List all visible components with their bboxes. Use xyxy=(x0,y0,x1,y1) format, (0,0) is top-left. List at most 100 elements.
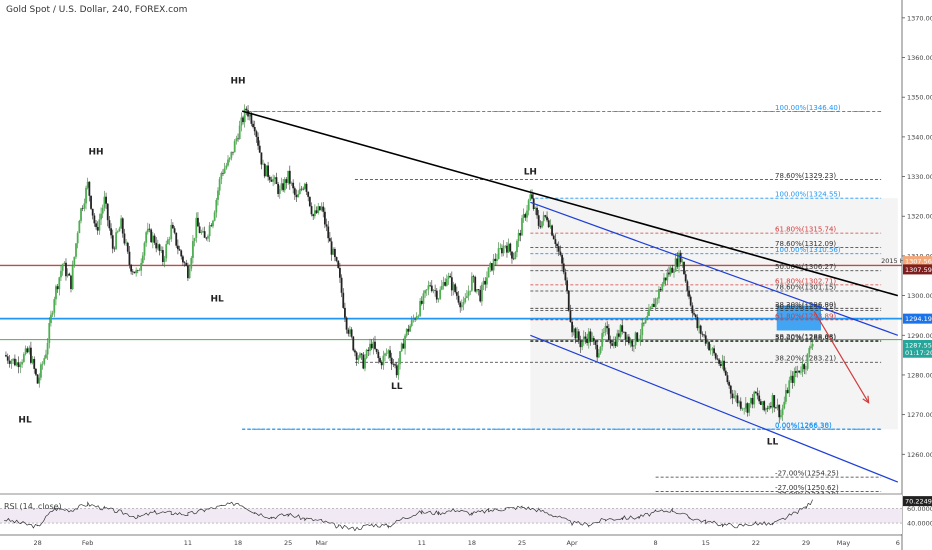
candle-body xyxy=(220,173,223,180)
candle-body xyxy=(195,217,198,238)
candle-body xyxy=(24,348,27,355)
candle-body xyxy=(180,250,183,257)
candle-body xyxy=(529,194,532,201)
annotation-2015-high: 2015 High xyxy=(881,257,915,265)
candle-body xyxy=(492,258,495,271)
candle-body xyxy=(197,217,199,227)
candle-body xyxy=(611,343,614,346)
candle-body xyxy=(524,214,527,218)
candle-body xyxy=(105,196,107,204)
candle-body xyxy=(597,353,600,358)
fib-level-label: 100.00%(1310.56) xyxy=(775,246,841,254)
fib-level-label: 61.80%(1302.71) xyxy=(775,277,836,285)
candle-body xyxy=(673,271,675,273)
rsi-band xyxy=(0,508,902,524)
candle-body xyxy=(663,277,665,284)
candle-body xyxy=(643,322,645,324)
channel-lower xyxy=(530,334,899,483)
candle-body xyxy=(218,179,221,191)
candle-body xyxy=(394,364,396,366)
fib-level-label: 100.00%(1346.40) xyxy=(775,104,841,112)
candle-body xyxy=(48,322,51,343)
candle-body xyxy=(481,284,483,302)
candle-body xyxy=(564,272,567,281)
candle-body xyxy=(282,183,285,191)
candle-body xyxy=(758,395,761,402)
fib-level-label: 100.00%(1324.55) xyxy=(775,191,841,199)
candle-body xyxy=(638,339,640,341)
candle-body xyxy=(776,404,779,409)
horizontal-levels-layer xyxy=(0,110,902,430)
candle-body xyxy=(45,354,47,359)
candle-body xyxy=(788,380,791,394)
candle-body xyxy=(800,371,802,373)
candle-body xyxy=(163,258,166,262)
candle-body xyxy=(272,178,275,182)
candle-body xyxy=(35,368,37,375)
candle-body xyxy=(556,244,558,247)
price-tick-label: 1290.00 xyxy=(907,332,932,340)
candle-body xyxy=(496,258,498,261)
time-tick-label: 18 xyxy=(234,539,242,547)
candle-body xyxy=(323,211,326,225)
candle-body xyxy=(704,335,707,344)
candle-body xyxy=(318,206,321,211)
candle-body xyxy=(516,240,518,253)
candle-body xyxy=(95,223,97,227)
price-badge-label: 01:17:20 xyxy=(905,349,932,357)
candle-body xyxy=(572,328,575,333)
candle-body xyxy=(43,358,46,364)
candle-body xyxy=(684,274,687,282)
candle-body xyxy=(265,165,268,177)
candle-body xyxy=(425,289,428,291)
candle-body xyxy=(397,364,400,376)
candle-body xyxy=(738,401,741,404)
candle-body xyxy=(123,233,126,244)
price-badge xyxy=(903,264,932,275)
candle-body xyxy=(56,286,59,290)
candle-body xyxy=(40,364,42,378)
candle-body xyxy=(248,114,251,117)
candle-body xyxy=(243,108,246,123)
candle-body xyxy=(785,390,787,402)
candle-body xyxy=(347,329,350,334)
candle-body xyxy=(173,228,176,233)
candle-body xyxy=(749,397,752,404)
candle-body xyxy=(634,332,637,346)
candle-body xyxy=(300,188,303,190)
candle-body xyxy=(327,226,330,239)
candle-body xyxy=(577,331,580,341)
candle-body xyxy=(771,395,774,408)
candle-body xyxy=(754,391,757,393)
candle-body xyxy=(328,238,331,242)
candle-body xyxy=(507,243,510,253)
candle-body xyxy=(808,347,811,354)
price-tick-label: 1280.00 xyxy=(907,371,932,379)
candle-body xyxy=(364,358,366,369)
candle-body xyxy=(764,408,767,411)
candle-body xyxy=(387,350,390,354)
candle-body xyxy=(350,329,353,337)
candle-body xyxy=(442,282,445,286)
candle-body xyxy=(342,292,345,308)
candle-body xyxy=(17,362,20,368)
candle-body xyxy=(791,375,794,383)
candle-body xyxy=(260,152,263,165)
candle-body xyxy=(541,221,543,228)
candle-body xyxy=(395,365,398,376)
candle-body xyxy=(188,268,191,279)
candle-body xyxy=(691,305,694,314)
trendlines-layer xyxy=(241,110,899,483)
swing-label: HH xyxy=(89,148,104,158)
candle-body xyxy=(14,358,16,366)
candle-body xyxy=(143,242,146,256)
fib-level-label: 61.80%(1315.74) xyxy=(775,226,836,234)
forecast-arrow-head xyxy=(862,395,870,404)
candle-body xyxy=(81,208,84,209)
fib-level-label: 50.00%(1306.27) xyxy=(775,263,836,271)
candle-body xyxy=(103,196,106,208)
candle-body xyxy=(61,264,64,271)
candle-body xyxy=(233,141,236,153)
candle-body xyxy=(693,313,695,315)
